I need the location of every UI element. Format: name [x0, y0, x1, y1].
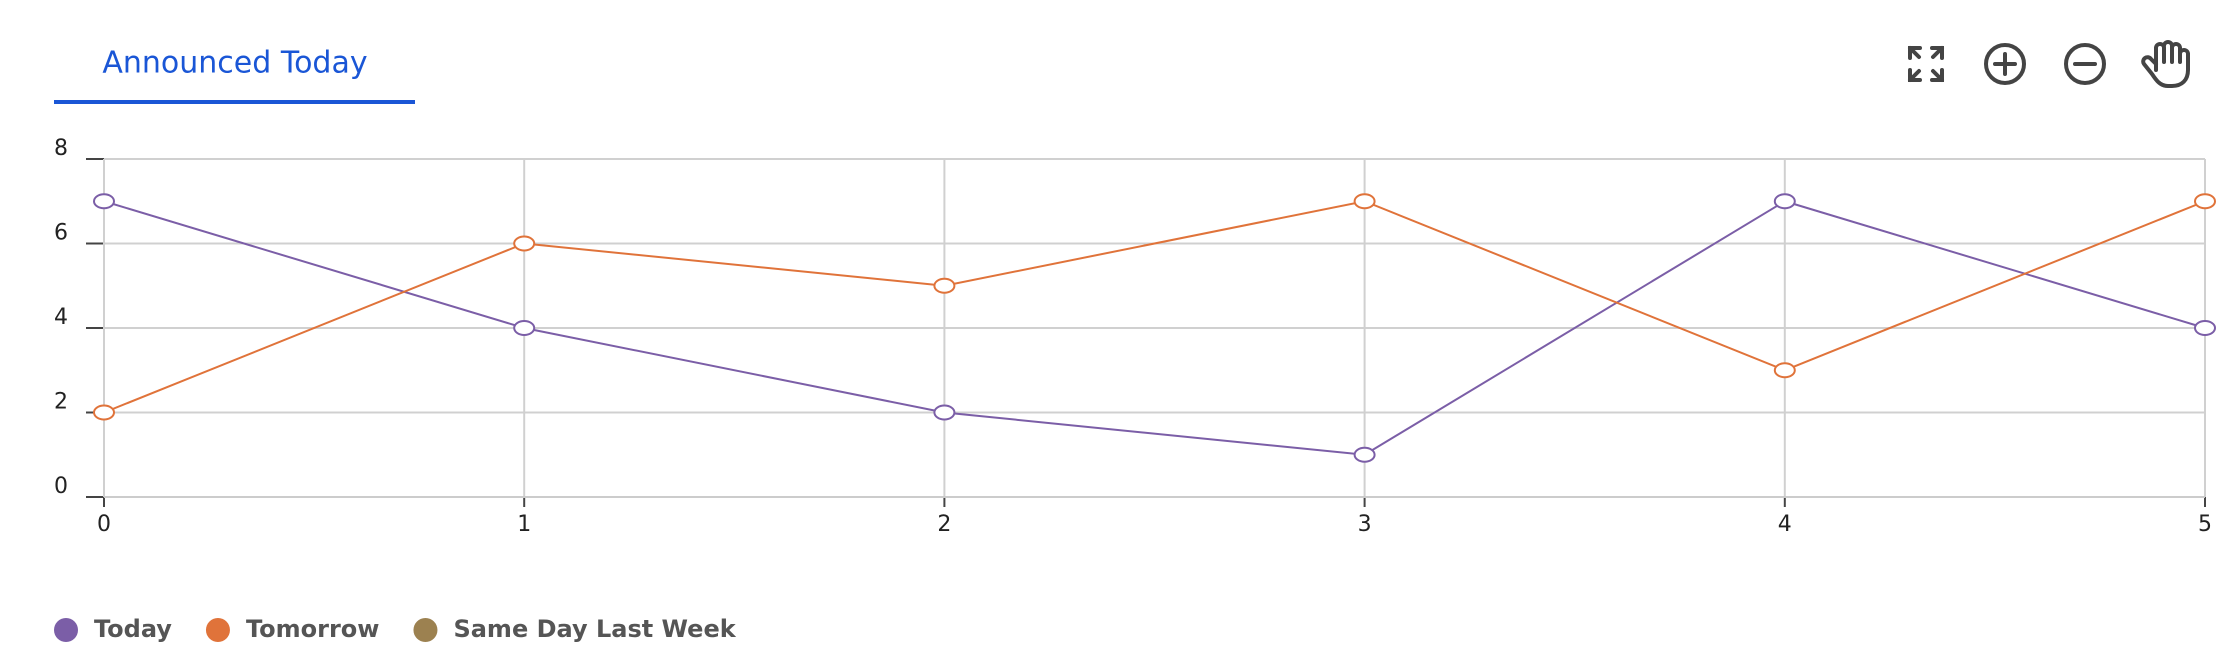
x-tick-label: 3 [1358, 512, 1372, 537]
x-tick-label: 1 [517, 512, 531, 537]
tab-underline [54, 100, 415, 104]
series-line [103, 200, 2206, 414]
point [1773, 193, 1796, 210]
legend-swatch [205, 618, 230, 642]
series-line [103, 200, 2206, 456]
x-tick-label: 4 [1778, 512, 1792, 537]
legend-label: Same Day Last Week [453, 615, 736, 643]
point [513, 320, 536, 336]
legend-swatch [413, 618, 438, 642]
pan-icon[interactable] [2141, 40, 2190, 88]
y-tick-label: 0 [54, 474, 68, 499]
y-tick-label: 8 [54, 136, 68, 161]
point [933, 277, 956, 294]
point [93, 404, 115, 421]
x-tick-label: 0 [97, 512, 111, 537]
y-tick-label: 2 [54, 390, 68, 415]
zoom-out-icon[interactable] [2064, 43, 2106, 85]
point [513, 235, 536, 252]
legend-swatch [54, 618, 78, 642]
fullscreen-icon[interactable] [1908, 46, 1944, 82]
zoom-in-icon[interactable] [1984, 43, 2026, 85]
x-tick-label: 2 [937, 512, 951, 537]
y-tick-label: 6 [54, 221, 68, 246]
point [2194, 193, 2216, 210]
tab-label[interactable]: Announced Today [102, 46, 367, 81]
point [1353, 193, 1376, 210]
legend-label: Tomorrow [246, 615, 380, 643]
point [1353, 446, 1376, 463]
point [933, 404, 956, 421]
legend-label: Today [94, 615, 172, 643]
x-tick-label: 5 [2198, 512, 2212, 537]
y-tick-label: 4 [54, 305, 68, 330]
point [1773, 362, 1796, 379]
point [93, 193, 115, 210]
point [2194, 320, 2216, 336]
